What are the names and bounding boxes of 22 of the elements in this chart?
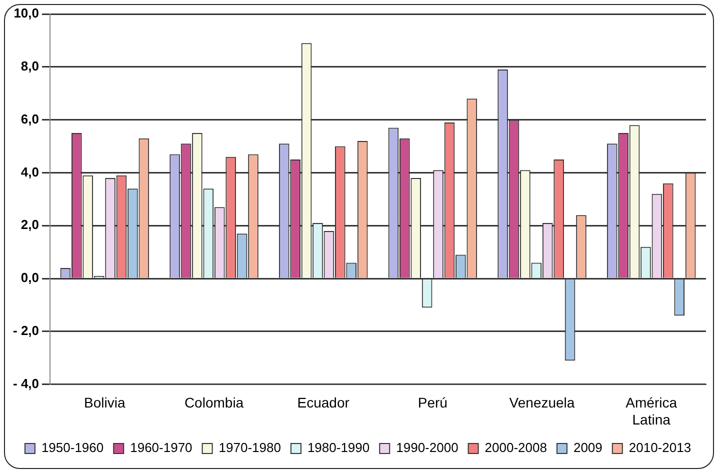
y-tick-label: - 4,0 (12, 376, 40, 391)
y-tick-label: 6,0 (20, 111, 40, 126)
y-tick-label: 4,0 (20, 164, 40, 180)
legend-label: 1970-1980 (218, 440, 281, 456)
y-tick-label: 0,0 (20, 270, 40, 286)
legend-label: 2009 (573, 440, 602, 456)
x-tick-label: Perú (418, 394, 448, 411)
x-tick-label: América Latina (626, 394, 678, 428)
legend-label: 2000-2008 (484, 440, 547, 456)
x-tick-label: Colombia (184, 394, 244, 411)
legend-label: 1990-2000 (396, 440, 458, 456)
legend-label: 2010-2013 (628, 440, 692, 456)
y-tick-label: 2,0 (20, 217, 40, 232)
x-tick-label: Venezuela (509, 394, 575, 411)
legend-label: 1980-1990 (307, 440, 370, 456)
y-tick-label: 8,0 (20, 58, 40, 74)
y-tick-label: 10,0 (14, 6, 40, 21)
legend-label: 1960-1970 (130, 440, 192, 456)
x-tick-label: Bolivia (84, 394, 126, 411)
legend-label: 1950-1960 (41, 440, 104, 456)
y-tick-label: - 2,0 (12, 323, 40, 338)
x-tick-label: Ecuador (297, 394, 350, 411)
